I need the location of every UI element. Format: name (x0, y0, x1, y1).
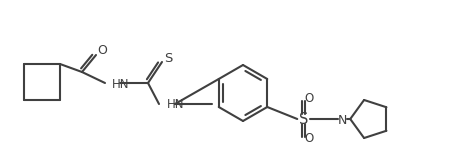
Text: S: S (299, 112, 308, 127)
Text: O: O (97, 44, 107, 58)
Text: S: S (164, 52, 172, 65)
Text: HN: HN (167, 98, 185, 111)
Text: N: N (338, 113, 347, 126)
Text: O: O (304, 92, 314, 105)
Text: O: O (304, 133, 314, 146)
Text: HN: HN (112, 77, 129, 90)
